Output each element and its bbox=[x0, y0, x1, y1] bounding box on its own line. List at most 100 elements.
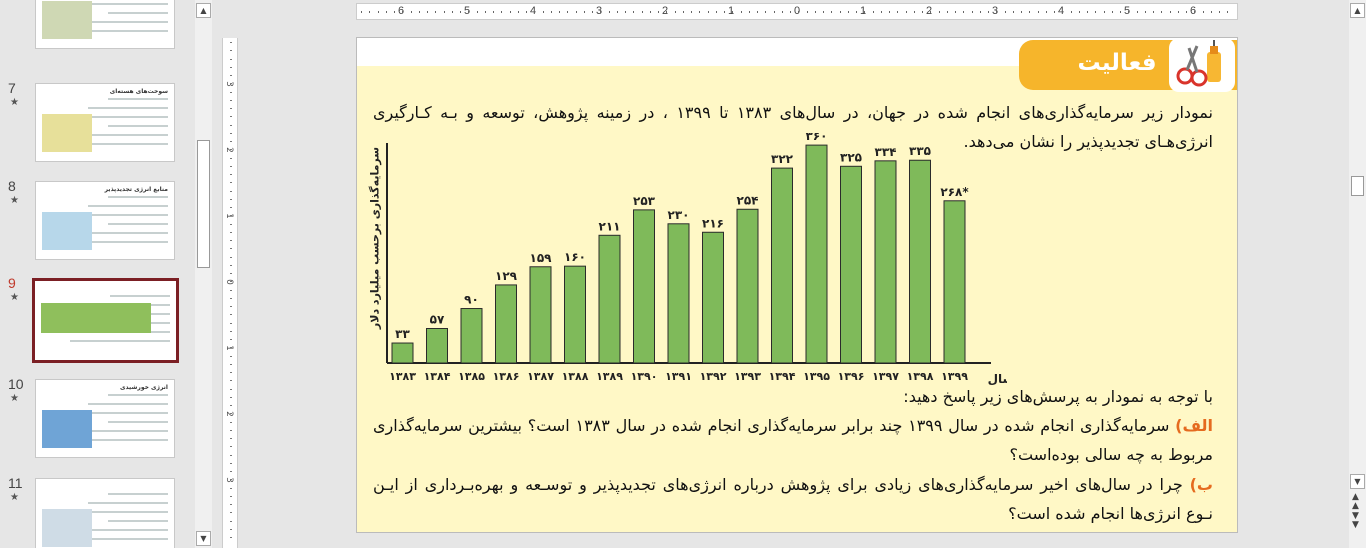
thumbnail-text-line bbox=[108, 421, 168, 423]
thumbnail-number: 8 bbox=[8, 178, 16, 194]
chart-bar bbox=[943, 200, 966, 364]
bar-value-label: ۳۲۵ bbox=[840, 150, 862, 164]
ruler-tick bbox=[369, 11, 371, 13]
previous-slide-icon[interactable]: ▲ ▲ bbox=[1352, 492, 1359, 511]
ruler-tick bbox=[402, 11, 404, 13]
ruler-tick bbox=[435, 11, 437, 13]
ruler-tick bbox=[230, 380, 232, 382]
thumbnail-scrollbar[interactable]: ▲ ▼ bbox=[195, 0, 212, 548]
ruler-tick bbox=[682, 11, 684, 13]
thumbnail-preview[interactable] bbox=[32, 278, 179, 363]
thumbnail-title: سوخت‌های هسته‌ای bbox=[109, 88, 168, 95]
ruler-tick bbox=[1021, 11, 1022, 13]
ruler-tick bbox=[476, 11, 478, 13]
ruler-tick bbox=[616, 11, 618, 13]
thumbnail-text-line bbox=[108, 223, 168, 225]
ruler-tick bbox=[230, 141, 232, 142]
ruler-tick bbox=[427, 11, 428, 13]
ruler-tick bbox=[230, 306, 232, 307]
ruler-tick bbox=[230, 330, 232, 332]
ruler-tick bbox=[963, 11, 965, 13]
slide-canvas[interactable]: فعالیت نمودار زیر سرمایه‌گذاری‌های انجام… bbox=[356, 37, 1238, 533]
thumbnail-preview[interactable]: انرژی خورشیدی bbox=[35, 379, 175, 458]
scroll-down-arrow-icon[interactable]: ▼ bbox=[196, 531, 211, 546]
ruler-tick bbox=[839, 11, 841, 13]
thumbnail-text-line bbox=[70, 340, 170, 342]
bar-value-label: ۲۱۶ bbox=[702, 216, 724, 230]
thumbnail-text-line bbox=[108, 12, 168, 14]
ruler-tick bbox=[814, 11, 816, 13]
x-tick-label: ۱۳۹۳ bbox=[734, 370, 761, 383]
ruler-label: 3 bbox=[992, 5, 999, 17]
ruler-label: 0 bbox=[223, 279, 234, 285]
thumbnail-preview[interactable] bbox=[35, 478, 175, 548]
ruler-tick bbox=[930, 11, 932, 13]
next-slide-icon[interactable]: ▼ ▼ bbox=[1352, 511, 1359, 530]
ruler-tick bbox=[1169, 11, 1171, 13]
ruler-tick bbox=[856, 11, 857, 13]
ruler-tick bbox=[608, 11, 610, 13]
ruler-tick bbox=[550, 11, 552, 13]
ruler-tick bbox=[230, 446, 232, 448]
slide-scrollbar[interactable]: ▲ ▼ ▲ ▲ ▼ ▼ bbox=[1349, 0, 1366, 548]
ruler-tick bbox=[230, 289, 232, 291]
thumbnail-image bbox=[42, 1, 92, 39]
ruler-tick bbox=[230, 528, 232, 530]
scroll-up-arrow-icon[interactable]: ▲ bbox=[1350, 3, 1365, 18]
x-tick-label: ۱۳۹۰ bbox=[631, 370, 658, 383]
questions-prompt: با توجه به نمودار به پرسش‌های زیر پاسخ د… bbox=[903, 387, 1213, 406]
ruler-tick bbox=[1045, 11, 1047, 13]
x-tick-label: ۱۳۹۷ bbox=[872, 370, 899, 383]
ruler-tick bbox=[666, 11, 668, 13]
animation-star-icon: ★ bbox=[10, 97, 19, 108]
ruler-tick bbox=[1161, 11, 1163, 13]
scroll-thumb[interactable] bbox=[197, 140, 210, 268]
chart-x-axis-label: سال bbox=[988, 372, 1007, 386]
thumbnail-text-line bbox=[88, 134, 168, 136]
question-b-label: ب) bbox=[1189, 475, 1213, 494]
thumbnail-text-line bbox=[88, 107, 168, 109]
ruler-tick bbox=[1054, 11, 1055, 13]
ruler-label: 3 bbox=[223, 81, 234, 87]
slide-thumbnail-panel[interactable]: ★7★سوخت‌های هسته‌ای8★منابع انرژی تجدیدپذ… bbox=[0, 0, 192, 548]
scroll-thumb[interactable] bbox=[1351, 176, 1364, 196]
ruler-tick bbox=[230, 388, 232, 390]
thumbnail-preview[interactable] bbox=[35, 0, 175, 49]
ruler-tick bbox=[377, 11, 379, 13]
ruler-tick bbox=[1136, 11, 1138, 13]
chart-bar bbox=[529, 266, 552, 364]
thumbnail-text-line bbox=[68, 30, 168, 32]
bar-value-label: ۳۳ bbox=[395, 327, 410, 341]
ruler-label: 1 bbox=[223, 345, 234, 351]
scroll-down-arrow-icon[interactable]: ▼ bbox=[1350, 474, 1365, 489]
ruler-tick bbox=[230, 124, 232, 126]
thumbnail-text-line bbox=[108, 125, 168, 127]
ruler-tick bbox=[230, 347, 232, 349]
thumbnail-text-line bbox=[68, 214, 168, 216]
bar-value-label: ۱۲۹ bbox=[495, 269, 518, 283]
ruler-tick bbox=[889, 11, 890, 13]
bar-value-label: ۲۵۴ bbox=[737, 193, 759, 207]
ruler-tick bbox=[649, 11, 651, 13]
scroll-up-arrow-icon[interactable]: ▲ bbox=[196, 3, 211, 18]
ruler-tick bbox=[230, 462, 232, 464]
thumbnail-preview[interactable]: سوخت‌های هسته‌ای bbox=[35, 83, 175, 162]
ruler-tick bbox=[583, 11, 585, 13]
ruler-tick bbox=[230, 372, 232, 373]
ruler-tick bbox=[230, 396, 232, 398]
ruler-tick bbox=[230, 339, 232, 340]
scissors-glue-icon bbox=[1169, 38, 1235, 92]
thumbnail-text-line bbox=[68, 143, 168, 145]
bar-value-label: ۳۳۵ bbox=[909, 144, 931, 158]
animation-star-icon: ★ bbox=[10, 393, 19, 404]
thumbnail-text-line bbox=[88, 21, 168, 23]
thumbnail-preview[interactable]: منابع انرژی تجدیدپذیر bbox=[35, 181, 175, 260]
ruler-tick bbox=[230, 198, 232, 200]
x-tick-label: ۱۳۸۳ bbox=[389, 370, 416, 383]
ruler-tick bbox=[806, 11, 808, 13]
badge-title: فعالیت bbox=[1077, 50, 1157, 76]
ruler-tick bbox=[542, 11, 544, 13]
ruler-tick bbox=[451, 11, 453, 13]
ruler-tick bbox=[230, 248, 232, 250]
thumbnail-text-line bbox=[108, 520, 168, 522]
